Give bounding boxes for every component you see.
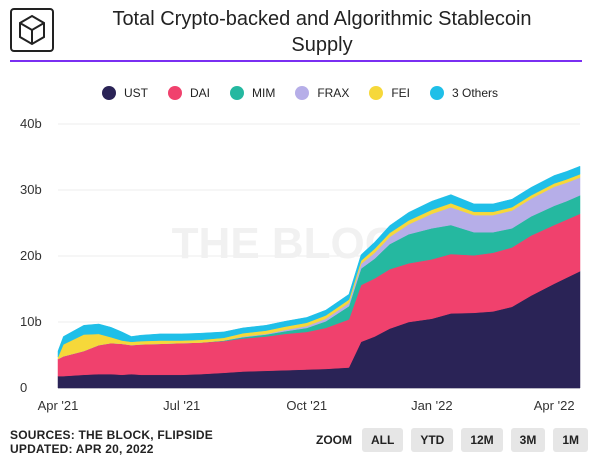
legend-label: UST — [123, 86, 148, 100]
zoom-1m-button[interactable]: 1M — [553, 428, 588, 452]
legend-item-3-others[interactable]: 3 Others — [430, 86, 498, 100]
x-tick-label: Apr '21 — [38, 398, 79, 413]
legend-label: FRAX — [317, 86, 350, 100]
zoom-controls: ZOOM ALL YTD 12M 3M 1M — [316, 428, 588, 452]
chart-title: Total Crypto-backed and Algorithmic Stab… — [62, 6, 582, 58]
legend-swatch — [167, 86, 182, 100]
zoom-all-button[interactable]: ALL — [361, 428, 404, 452]
y-tick-label: 30b — [20, 182, 42, 197]
legend-label: FEI — [391, 86, 410, 100]
zoom-ytd-button[interactable]: YTD — [411, 428, 454, 452]
legend-swatch — [430, 86, 444, 100]
sources-note: SOURCES: THE BLOCK, FLIPSIDE UPDATED: AP… — [10, 428, 213, 456]
y-tick-label: 10b — [20, 314, 42, 329]
legend-item-dai[interactable]: DAI — [167, 86, 210, 100]
chart-title-line-2: Supply — [291, 34, 353, 56]
x-tick-label: Apr '22 — [534, 398, 575, 413]
legend-item-ust[interactable]: UST — [101, 86, 148, 100]
legend-swatch — [229, 86, 244, 100]
legend-label: 3 Others — [452, 86, 499, 100]
sources-line: SOURCES: THE BLOCK, FLIPSIDE — [10, 428, 213, 442]
legend-item-frax[interactable]: FRAX — [295, 86, 349, 100]
legend-label: DAI — [189, 86, 210, 100]
y-tick-label: 0 — [20, 380, 27, 395]
updated-line: UPDATED: APR 20, 2022 — [10, 442, 154, 456]
x-tick-label: Jul '21 — [163, 398, 200, 413]
legend-swatch — [295, 86, 310, 100]
chart-title-line-1: Total Crypto-backed and Algorithmic Stab… — [112, 8, 532, 30]
legend-label: MIM — [251, 86, 276, 100]
zoom-12m-button[interactable]: 12M — [461, 428, 503, 452]
title-divider — [10, 60, 582, 62]
x-tick-label: Oct '21 — [286, 398, 327, 413]
zoom-label: ZOOM — [315, 433, 352, 447]
zoom-3m-button[interactable]: 3M — [510, 428, 546, 452]
chart-legend: UST DAI MIM FRAX FEI 3 Others — [0, 86, 600, 100]
legend-swatch — [369, 86, 384, 100]
y-tick-label: 40b — [20, 116, 42, 131]
legend-swatch — [101, 86, 116, 100]
legend-item-mim[interactable]: MIM — [229, 86, 276, 100]
x-tick-label: Jan '22 — [411, 398, 453, 413]
y-tick-label: 20b — [20, 248, 42, 263]
the-block-logo-icon — [10, 8, 54, 52]
area-3-others — [57, 165, 581, 358]
legend-item-fei[interactable]: FEI — [369, 86, 410, 100]
